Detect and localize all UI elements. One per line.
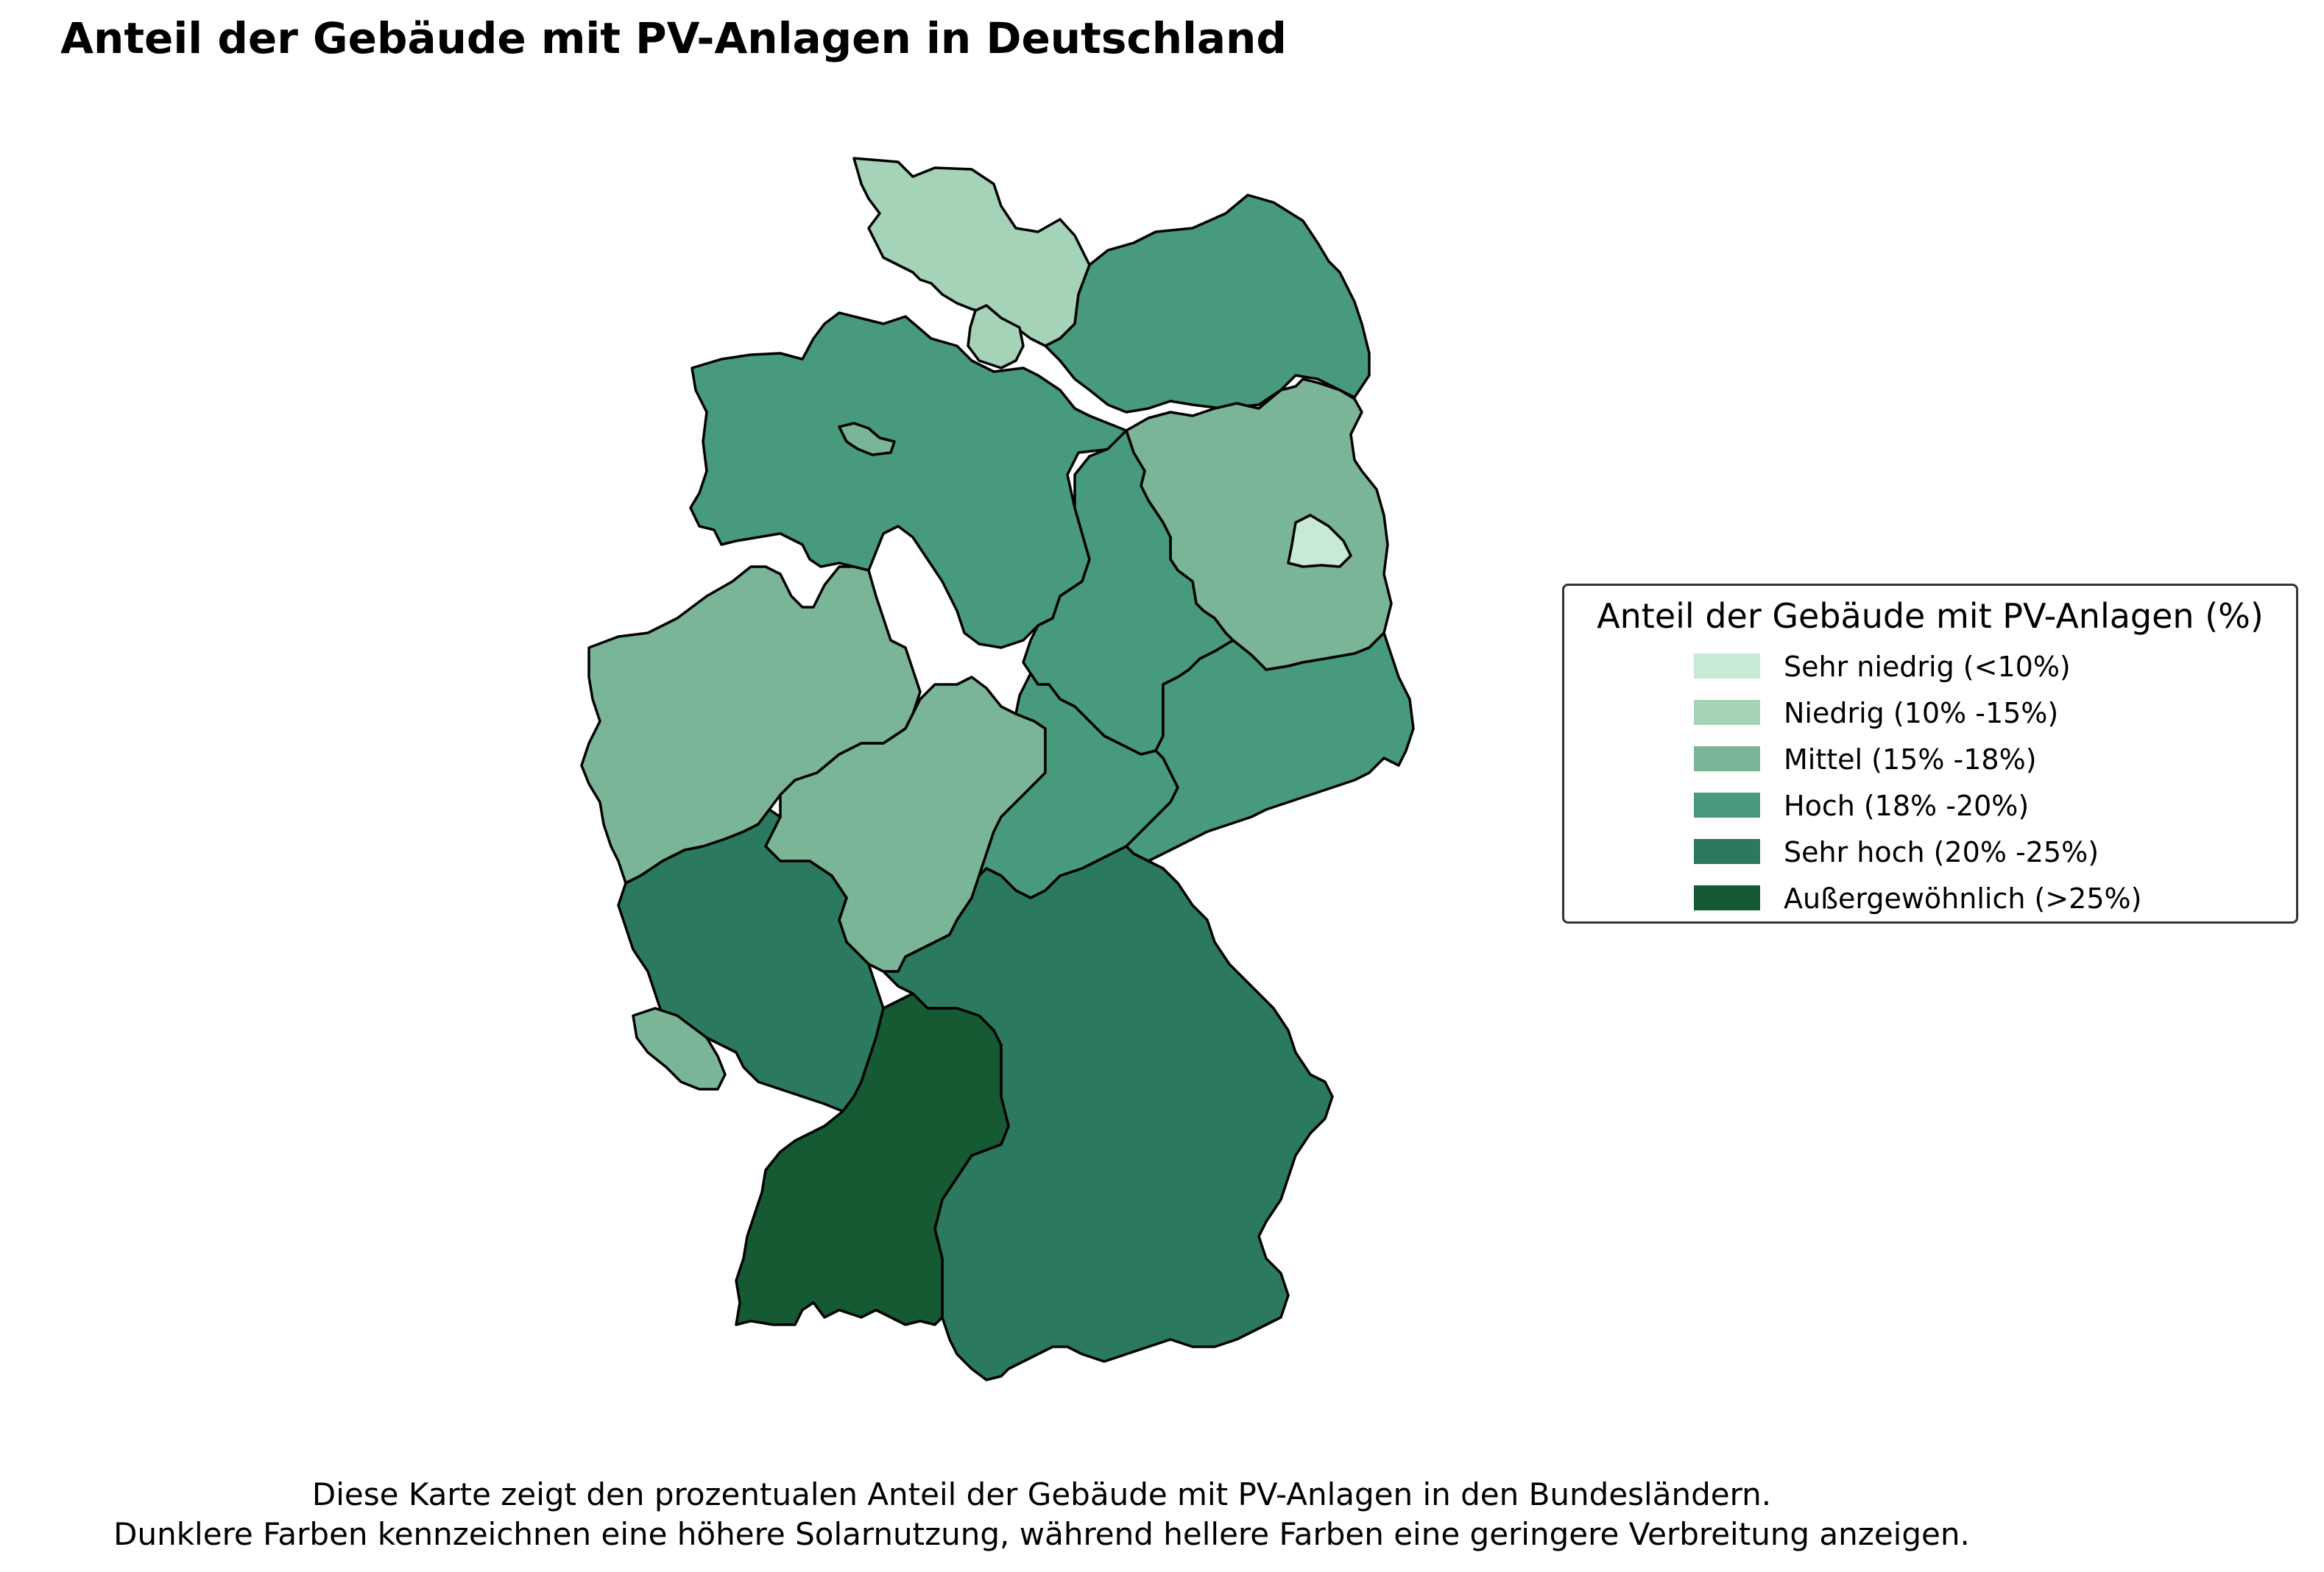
state-berlin (1287, 514, 1352, 568)
state-baden-wuerttemberg (735, 992, 1010, 1326)
legend-title: Anteil der Gebäude mit PV-Anlagen (%) (1597, 596, 2264, 636)
legend-swatch (1694, 700, 1760, 725)
state-sachsen (1125, 631, 1415, 863)
legend-label: Hoch (18% -20%) (1784, 790, 2030, 822)
state-schleswig-holstein (852, 157, 1091, 347)
state-hamburg (967, 304, 1025, 369)
caption-line-2: Dunklere Farben kennzeichnen eine höhere… (113, 1516, 1970, 1552)
state-bremen (838, 422, 896, 456)
legend-label: Sehr hoch (20% -25%) (1784, 836, 2099, 868)
caption: Diese Karte zeigt den prozentualen Antei… (0, 1475, 2083, 1554)
germany-map (580, 157, 1415, 1381)
caption-line-1: Diese Karte zeigt den prozentualen Antei… (311, 1476, 1772, 1512)
state-mecklenburg-vorpommern (1044, 194, 1371, 414)
legend-label: Sehr niedrig (<10%) (1784, 651, 2071, 683)
legend-label: Niedrig (10% -15%) (1784, 697, 2059, 729)
legend-label: Außergewöhnlich (>25%) (1784, 882, 2142, 915)
map-title: Anteil der Gebäude mit PV-Anlagen in Deu… (60, 13, 1287, 63)
legend: Anteil der Gebäude mit PV-Anlagen (%) Se… (1562, 584, 2298, 924)
legend-swatch (1694, 839, 1760, 864)
legend-label: Mittel (15% -18%) (1784, 743, 2037, 776)
legend-swatch (1694, 885, 1760, 910)
legend-swatch (1694, 654, 1760, 679)
state-saarland (632, 1007, 727, 1091)
legend-swatch (1694, 793, 1760, 818)
legend-swatch (1694, 746, 1760, 771)
